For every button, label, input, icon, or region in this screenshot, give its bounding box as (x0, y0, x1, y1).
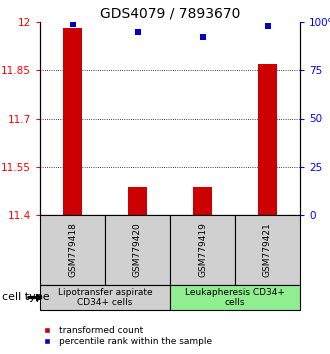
Title: GDS4079 / 7893670: GDS4079 / 7893670 (100, 7, 240, 21)
Bar (128, 187, 147, 215)
Bar (63, 28, 82, 215)
Bar (40, 215, 105, 285)
Text: Leukapheresis CD34+
cells: Leukapheresis CD34+ cells (185, 288, 285, 307)
Bar (105, 215, 170, 285)
Bar (193, 187, 212, 215)
Text: GSM779420: GSM779420 (133, 223, 142, 278)
Text: cell type: cell type (2, 292, 49, 303)
Bar (170, 285, 300, 310)
Legend: transformed count, percentile rank within the sample: transformed count, percentile rank withi… (38, 326, 212, 346)
Bar (235, 215, 300, 285)
Text: GSM779421: GSM779421 (263, 223, 272, 278)
Text: GSM779418: GSM779418 (68, 223, 77, 278)
Bar (40, 285, 170, 310)
Bar (258, 64, 277, 215)
Text: GSM779419: GSM779419 (198, 223, 207, 278)
Bar (170, 215, 235, 285)
Text: Lipotransfer aspirate
CD34+ cells: Lipotransfer aspirate CD34+ cells (58, 288, 152, 307)
